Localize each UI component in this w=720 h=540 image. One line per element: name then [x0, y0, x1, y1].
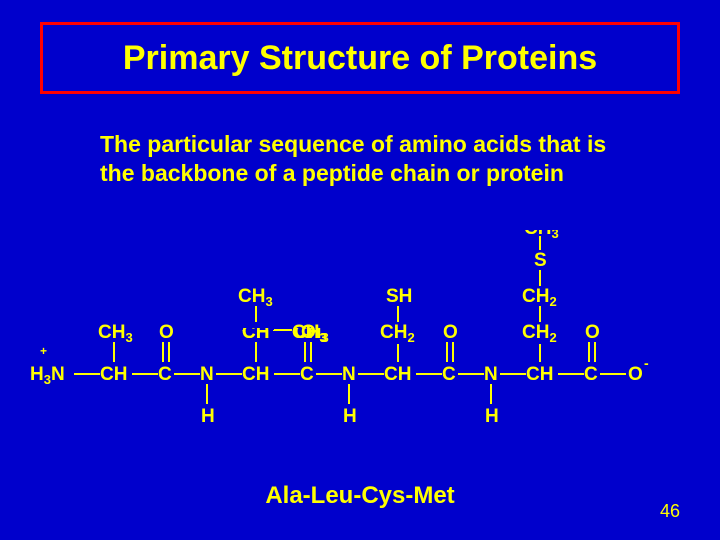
charge-plus: +	[40, 344, 47, 358]
cys-sh: SH	[386, 286, 412, 307]
ala-n: N	[200, 364, 214, 385]
leu-n: N	[342, 364, 356, 385]
chemical-structure-diagram: + H3N CH CH3 C O N H CH CH CH3 CH3 . CH	[30, 230, 690, 460]
sequence-label: Ala-Leu-Cys-Met	[0, 482, 720, 510]
charge-minus: -	[644, 355, 649, 371]
page-number: 46	[660, 501, 680, 522]
leu-o: O	[301, 322, 316, 343]
met-o-top: O	[585, 322, 600, 343]
met-s: S	[534, 250, 547, 271]
slide-body: The particular sequence of amino acids t…	[100, 130, 640, 188]
ala-ch3: CH3	[98, 322, 133, 345]
leu-ch: CH	[242, 364, 269, 385]
c-terminus-o: O	[628, 364, 643, 385]
cys-c: C	[442, 364, 456, 385]
ala-o: O	[159, 322, 174, 343]
slide-title: Primary Structure of Proteins	[123, 39, 597, 78]
ala-nh: H	[201, 406, 215, 427]
cys-n: N	[484, 364, 498, 385]
ala-ch: CH	[100, 364, 127, 385]
met-ch2b: CH2	[522, 286, 557, 309]
title-container: Primary Structure of Proteins	[40, 22, 680, 94]
ala-c: C	[158, 364, 172, 385]
cys-nh: H	[485, 406, 499, 427]
leu-nh: H	[343, 406, 357, 427]
met-ch2a: CH2	[522, 322, 557, 345]
met-ch: CH	[526, 364, 553, 385]
met-c: C	[584, 364, 598, 385]
n-terminus: H3N	[30, 364, 65, 387]
met-ch3: CH3	[524, 230, 559, 241]
cys-ch2: CH2	[380, 322, 415, 345]
cys-ch: CH	[384, 364, 411, 385]
leu-c: C	[300, 364, 314, 385]
cys-o: O	[443, 322, 458, 343]
